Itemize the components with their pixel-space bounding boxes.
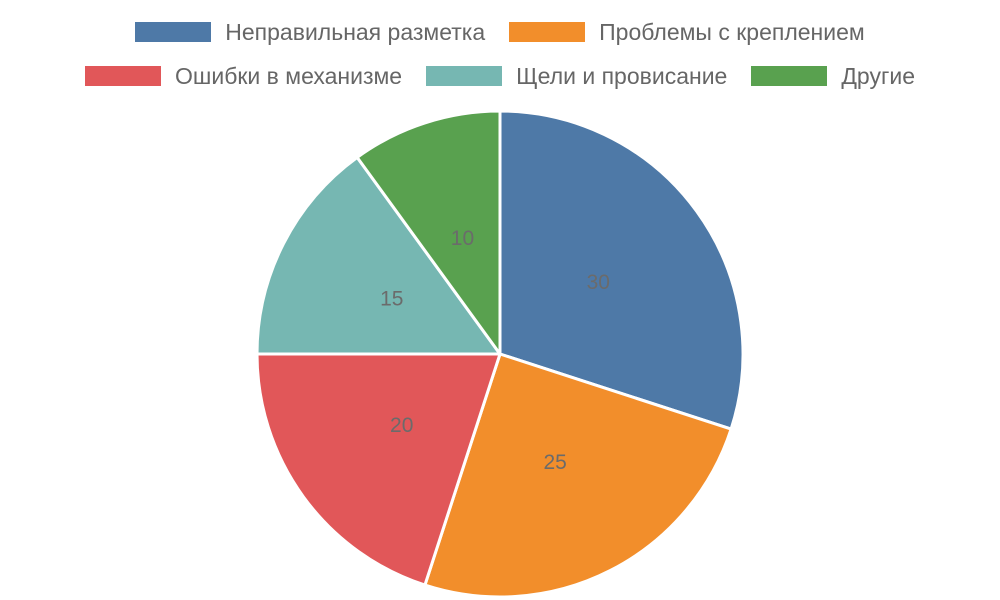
legend-label-2: Ошибки в механизме — [175, 62, 403, 89]
legend-item-2: Ошибки в механизме — [85, 63, 402, 90]
legend-label-0: Неправильная разметка — [225, 18, 486, 45]
legend-swatch-2 — [85, 66, 161, 86]
legend-label-3: Щели и провисание — [516, 62, 728, 89]
slice-value-label-2: 20 — [390, 414, 413, 437]
legend-row-2: Ошибки в механизме Щели и провисание Дру… — [0, 61, 1000, 91]
legend-swatch-4 — [751, 66, 828, 86]
pie-slice-2 — [255, 352, 502, 587]
legend-item-1: Проблемы с креплением — [509, 19, 865, 46]
legend-item-4: Другие — [751, 63, 915, 90]
legend-item-3: Щели и провисание — [426, 63, 727, 90]
slice-value-label-4: 10 — [451, 227, 474, 250]
legend-swatch-3 — [426, 66, 503, 86]
legend-label-4: Другие — [841, 62, 915, 89]
pie-slice-4 — [355, 109, 502, 356]
legend-row-1: Неправильная разметка Проблемы с креплен… — [0, 17, 1000, 47]
pie-slice-3 — [255, 155, 502, 356]
legend-item-0: Неправильная разметка — [135, 19, 485, 46]
pie-slice-0 — [498, 109, 745, 431]
slice-value-label-0: 30 — [587, 271, 610, 294]
legend-label-1: Проблемы с креплением — [599, 18, 865, 45]
legend-swatch-1 — [509, 22, 586, 42]
slice-value-label-3: 15 — [380, 287, 403, 310]
legend-swatch-0 — [135, 22, 212, 42]
slice-value-label-1: 25 — [543, 451, 566, 474]
pie-slice-1 — [423, 352, 733, 599]
